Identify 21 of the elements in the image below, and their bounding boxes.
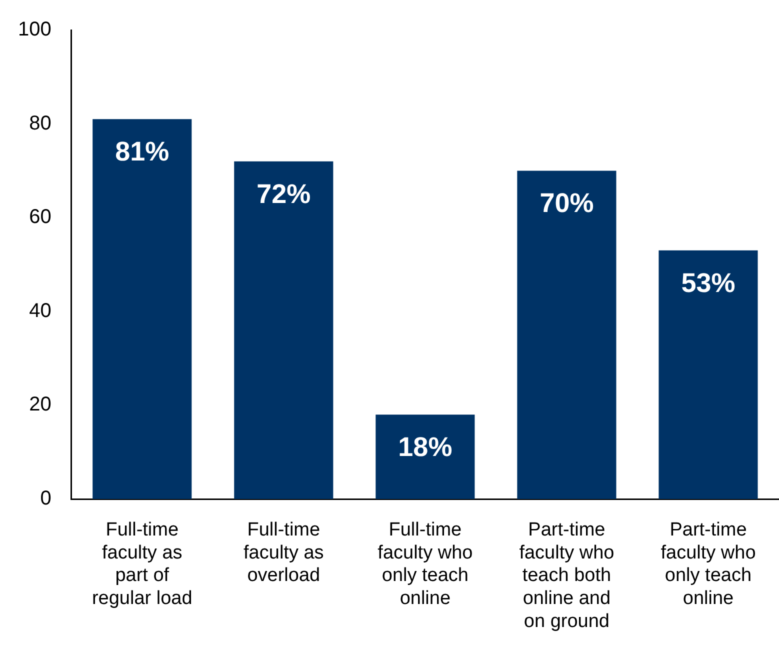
bar	[234, 161, 334, 499]
bar	[658, 250, 758, 499]
data-label: 53%	[681, 268, 736, 298]
y-tick-label: 80	[29, 112, 52, 134]
y-tick-label: 60	[29, 206, 52, 228]
y-tick-label: 20	[29, 394, 52, 416]
y-tick-label: 40	[29, 300, 52, 322]
bar	[92, 119, 192, 499]
x-tick-label: Full-time faculty as overload	[244, 520, 324, 586]
bar	[376, 414, 475, 499]
x-tick-label: Part-time faculty who only teach online	[660, 520, 756, 610]
x-tick-label: Full-time faculty as part of regular load	[92, 520, 192, 610]
x-tick-label: Part-time faculty who teach both online and on ground	[519, 520, 614, 632]
data-label: 18%	[398, 432, 452, 462]
x-tick-label: Full-time faculty who only teach online	[378, 520, 473, 610]
bar	[517, 170, 616, 499]
data-label: 81%	[115, 136, 170, 167]
y-tick-label: 100	[18, 18, 52, 41]
data-label: 72%	[256, 178, 311, 209]
y-tick-label: 0	[40, 488, 52, 510]
data-label: 70%	[540, 188, 594, 218]
